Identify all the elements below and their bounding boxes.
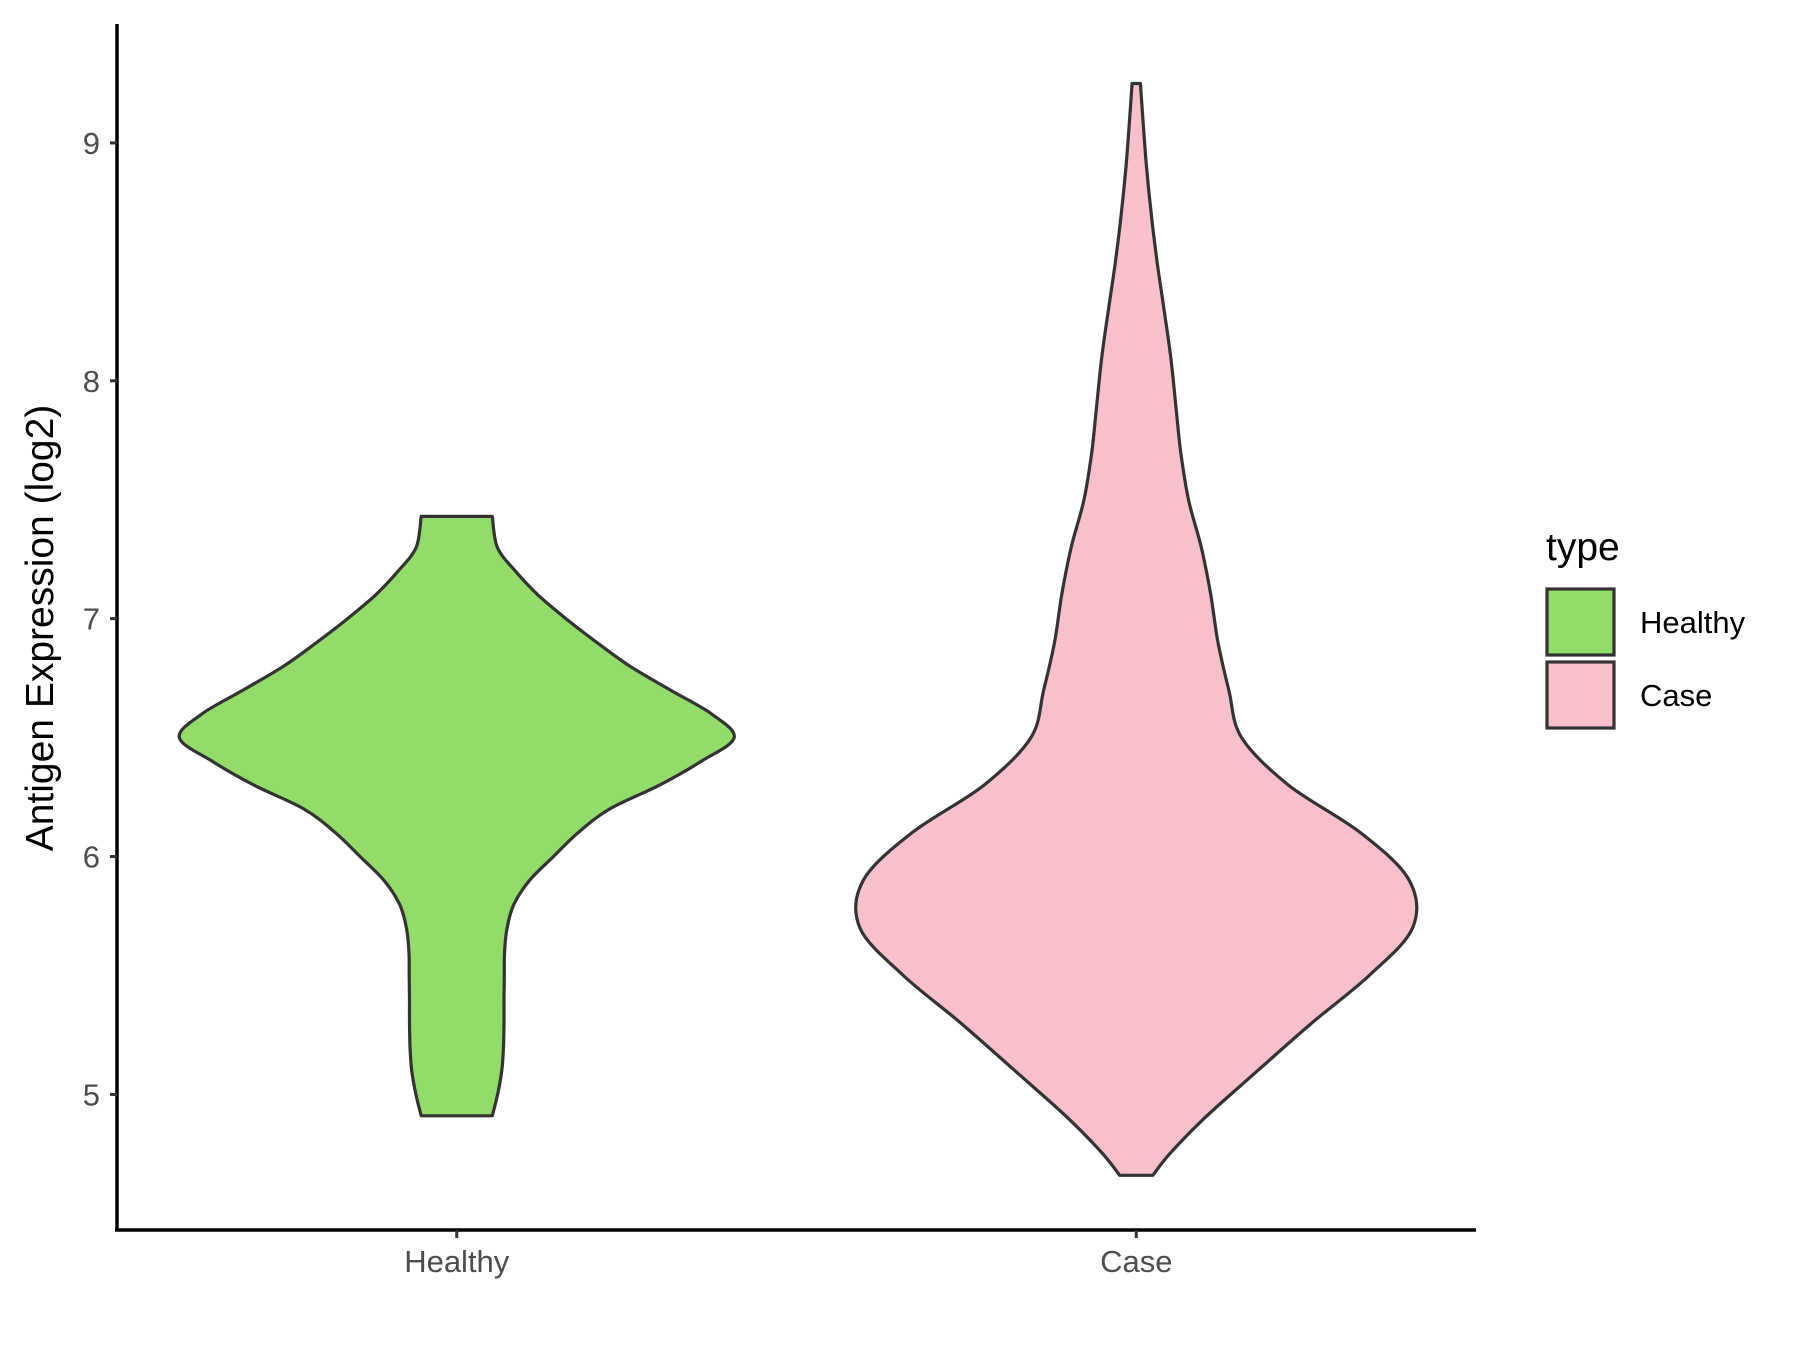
y-tick-label: 7 — [83, 602, 100, 637]
violin-group — [177, 81, 1419, 1177]
x-ticks: Healthy Case — [404, 1230, 1172, 1279]
y-tick-label: 8 — [83, 364, 100, 399]
violin-healthy — [177, 514, 736, 1118]
y-axis-title: Antigen Expression (log2) — [19, 405, 62, 852]
legend-label: Case — [1640, 678, 1712, 713]
x-tick-label: Case — [1100, 1244, 1172, 1279]
legend-swatch-healthy — [1545, 587, 1616, 657]
y-tick-label: 6 — [83, 840, 100, 875]
legend-items: Healthy Case — [1545, 587, 1746, 730]
legend-swatch-case — [1545, 660, 1616, 730]
legend: type Healthy Case — [1545, 526, 1746, 730]
y-ticks: 5 6 7 8 9 — [83, 126, 117, 1112]
y-tick-label: 5 — [83, 1077, 100, 1112]
legend-label: Healthy — [1640, 605, 1746, 640]
legend-title: type — [1546, 526, 1620, 569]
x-tick-label: Healthy — [404, 1244, 510, 1279]
violin-case — [854, 81, 1419, 1177]
y-tick-label: 9 — [83, 126, 100, 161]
